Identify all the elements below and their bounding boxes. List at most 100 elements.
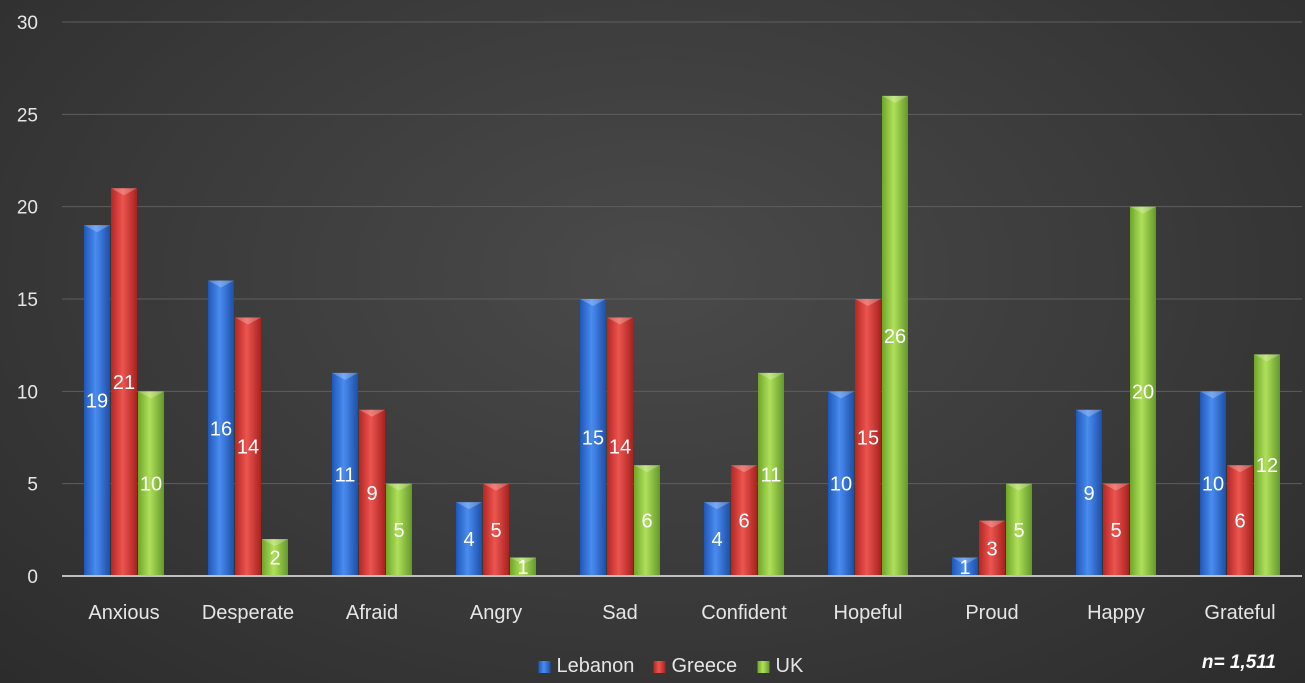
data-label: 16: [210, 418, 232, 440]
bar-cap: [1227, 465, 1253, 473]
bar-lebanon-happy: [1076, 409, 1102, 576]
bar-lebanon-grateful: [1200, 391, 1226, 576]
bar-cap: [386, 483, 412, 491]
y-tick-label: 25: [17, 105, 38, 126]
bar-lebanon-sad: [580, 299, 606, 576]
data-label: 15: [582, 428, 604, 450]
data-label: 14: [237, 437, 259, 459]
bar-cap: [262, 539, 288, 547]
bar-greece-happy: [1103, 483, 1129, 576]
y-tick-label: 10: [17, 382, 38, 403]
bar-cap: [1006, 483, 1032, 491]
bar-cap: [1254, 354, 1280, 362]
bar-cap: [855, 299, 881, 306]
data-label: 3: [986, 538, 997, 560]
data-label: 10: [140, 474, 162, 496]
data-label: 15: [857, 428, 879, 450]
y-tick-label: 15: [17, 290, 38, 311]
legend-label-lebanon: Lebanon: [557, 655, 635, 677]
legend-swatch-lebanon: [538, 661, 551, 673]
data-label: 5: [490, 520, 501, 542]
data-label: 10: [830, 474, 852, 496]
bar-cap: [483, 483, 509, 491]
bar-cap: [1076, 409, 1102, 417]
bar-cap: [111, 188, 137, 196]
bar-uk-grateful: [1254, 354, 1280, 576]
bar-greece-sad: [607, 317, 633, 576]
bar-cap: [882, 95, 908, 103]
legend: Lebanon Greece UK: [538, 655, 804, 677]
bar-greece-proud: [979, 520, 1005, 576]
y-tick-label: 5: [27, 475, 38, 496]
bar-cap: [580, 299, 606, 306]
category-label-proud: Proud: [965, 602, 1018, 624]
data-label: 6: [738, 511, 749, 533]
category-label-happy: Happy: [1087, 602, 1145, 624]
bar-cap: [510, 557, 536, 565]
bar-greece-grateful: [1227, 465, 1253, 576]
data-label: 14: [609, 437, 631, 459]
data-label: 12: [1256, 455, 1278, 477]
legend-swatch-uk: [757, 661, 770, 673]
bar-cap: [138, 391, 164, 399]
bar-lebanon-hopeful: [828, 391, 854, 576]
bar-cap: [1130, 206, 1156, 214]
bar-lebanon-anxious: [84, 225, 110, 576]
data-label: 21: [113, 372, 135, 394]
data-label: 1: [517, 557, 528, 579]
bar-cap: [332, 372, 358, 380]
bars: [84, 95, 1280, 576]
legend-label-greece: Greece: [672, 655, 738, 677]
category-label-afraid: Afraid: [346, 602, 398, 624]
bar-uk-hopeful: [882, 95, 908, 576]
bar-lebanon-confident: [704, 502, 730, 576]
bar-uk-anxious: [138, 391, 164, 576]
data-label: 5: [1013, 520, 1024, 542]
data-label: 11: [335, 464, 356, 486]
bar-greece-confident: [731, 465, 757, 576]
category-label-grateful: Grateful: [1204, 602, 1275, 624]
y-tick-label: 30: [17, 13, 38, 34]
data-label: 4: [463, 529, 474, 551]
bar-lebanon-afraid: [332, 372, 358, 576]
bar-greece-angry: [483, 483, 509, 576]
bar-greece-desperate: [235, 317, 261, 576]
data-label: 6: [641, 511, 652, 533]
sample-size-note: n= 1,511: [1202, 652, 1276, 673]
category-label-sad: Sad: [602, 602, 638, 624]
data-label: 11: [761, 464, 782, 486]
data-label: 19: [86, 391, 108, 413]
category-label-hopeful: Hopeful: [834, 602, 903, 624]
bar-greece-hopeful: [855, 299, 881, 576]
category-label-desperate: Desperate: [202, 602, 294, 624]
bar-greece-anxious: [111, 188, 137, 576]
data-label: 5: [393, 520, 404, 542]
bar-lebanon-proud: [952, 557, 978, 576]
data-label: 9: [366, 483, 377, 505]
data-label: 20: [1132, 381, 1154, 403]
bar-uk-desperate: [262, 539, 288, 576]
bar-cap: [704, 502, 730, 510]
bar-cap: [359, 409, 385, 417]
legend-label-uk: UK: [776, 655, 804, 677]
data-label: 2: [269, 548, 280, 570]
bar-uk-afraid: [386, 483, 412, 576]
bar-uk-angry: [510, 557, 536, 576]
bar-cap: [1103, 483, 1129, 491]
bar-cap: [758, 372, 784, 380]
data-label: 10: [1202, 474, 1224, 496]
y-tick-label: 20: [17, 198, 38, 219]
bar-cap: [84, 225, 110, 233]
bar-cap: [208, 280, 234, 288]
bar-cap: [607, 317, 633, 325]
legend-swatch-greece: [653, 661, 666, 673]
bar-cap: [456, 502, 482, 510]
data-label: 6: [1234, 511, 1245, 533]
category-label-angry: Angry: [470, 602, 522, 624]
bar-cap: [634, 465, 660, 473]
data-label: 4: [711, 529, 722, 551]
bar-uk-happy: [1130, 206, 1156, 576]
category-label-anxious: Anxious: [88, 602, 159, 624]
